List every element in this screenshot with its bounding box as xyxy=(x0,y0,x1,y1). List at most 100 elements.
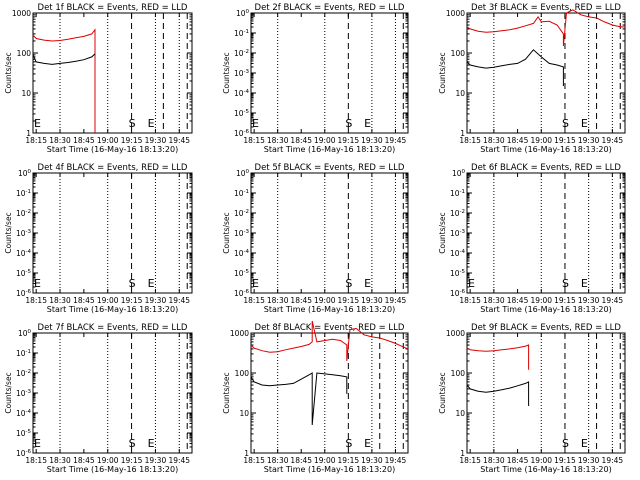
x-tick-label: 19:00 xyxy=(314,296,336,305)
x-tick-label: 19:45 xyxy=(385,296,407,305)
x-tick-label: 18:45 xyxy=(73,136,95,145)
y-tick-label: 10-1 xyxy=(16,189,31,198)
y-tick-label: 10-6 xyxy=(16,449,32,458)
y-tick-label: 10-6 xyxy=(234,129,250,138)
lld-series-line xyxy=(466,344,530,370)
x-tick-label: 19:30 xyxy=(361,456,383,465)
plot-frame xyxy=(466,172,626,294)
start-marker-label: S xyxy=(129,117,136,130)
panel-title: Det 7f BLACK = Events, RED = LLD xyxy=(38,323,188,333)
y-tick-label: 100 xyxy=(235,369,250,378)
x-tick-label: 19:30 xyxy=(145,456,167,465)
y-tick-label: 10 xyxy=(455,409,465,418)
x-tick-label: 19:15 xyxy=(554,296,576,305)
x-tick-label: 19:15 xyxy=(554,456,576,465)
y-tick-label: 10-6 xyxy=(450,289,466,298)
end-marker-label: E xyxy=(148,277,155,290)
plot-frame xyxy=(32,172,193,294)
panel-title: Det 8f BLACK = Events, RED = LLD xyxy=(255,323,405,333)
y-tick-label: 1 xyxy=(244,449,249,458)
y-tick-label: 10-3 xyxy=(234,229,250,238)
end-marker-label: E xyxy=(364,117,371,130)
y-tick-label: 10-6 xyxy=(234,289,250,298)
y-tick-label: 10-1 xyxy=(234,29,249,38)
start-marker-label: S xyxy=(562,277,569,290)
x-tick-label: 19:45 xyxy=(168,136,190,145)
y-tick-label: 10-4 xyxy=(16,409,32,418)
y-axis-label: Counts/sec xyxy=(4,372,13,413)
y-tick-label: 10-1 xyxy=(16,349,31,358)
x-axis-label: Start Time (16-May-16 18:13:20) xyxy=(47,145,178,154)
x-tick-label: 18:45 xyxy=(73,456,95,465)
events-series-line xyxy=(32,53,96,65)
x-tick-label: 18:15 xyxy=(243,136,265,145)
x-axis-label: Start Time (16-May-16 18:13:20) xyxy=(480,465,611,474)
y-tick-label: 10 xyxy=(21,89,31,98)
x-tick-label: 19:00 xyxy=(314,136,336,145)
plot-frame xyxy=(250,12,409,134)
y-tick-label: 1000 xyxy=(230,329,249,338)
x-tick-label: 19:45 xyxy=(385,456,407,465)
x-axis-label: Start Time (16-May-16 18:13:20) xyxy=(480,305,611,314)
x-tick-label: 19:30 xyxy=(361,296,383,305)
end-marker-label: E xyxy=(468,277,475,290)
y-tick-label: 1 xyxy=(460,129,465,138)
x-tick-label: 18:15 xyxy=(25,456,47,465)
y-tick-label: 100 xyxy=(236,169,250,178)
end-marker-label: E xyxy=(364,277,371,290)
x-tick-label: 18:45 xyxy=(507,296,529,305)
x-axis-label: Start Time (16-May-16 18:13:20) xyxy=(480,145,611,154)
x-tick-label: 18:30 xyxy=(483,136,505,145)
x-axis-label: Start Time (16-May-16 18:13:20) xyxy=(47,305,178,314)
y-tick-label: 100 xyxy=(236,9,250,18)
start-marker-label: S xyxy=(129,437,136,450)
x-tick-label: 18:30 xyxy=(267,296,289,305)
y-tick-label: 10-3 xyxy=(234,69,250,78)
x-tick-label: 18:30 xyxy=(49,136,71,145)
lld-series-line xyxy=(466,9,625,47)
x-axis-label: Start Time (16-May-16 18:13:20) xyxy=(47,465,178,474)
panel-title: Det 3f BLACK = Events, RED = LLD xyxy=(471,3,621,13)
y-tick-label: 10-5 xyxy=(16,269,32,278)
y-axis-label: Counts/sec xyxy=(222,212,231,253)
x-tick-label: 19:00 xyxy=(530,296,552,305)
y-tick-label: 10-5 xyxy=(16,429,32,438)
x-tick-label: 18:45 xyxy=(73,296,95,305)
x-tick-label: 19:30 xyxy=(578,136,600,145)
panel-title: Det 2f BLACK = Events, RED = LLD xyxy=(255,3,405,13)
x-tick-label: 19:30 xyxy=(578,456,600,465)
x-tick-label: 18:15 xyxy=(459,136,481,145)
x-tick-label: 19:30 xyxy=(578,296,600,305)
x-tick-label: 18:30 xyxy=(267,136,289,145)
x-tick-label: 19:00 xyxy=(97,296,119,305)
y-tick-label: 10-3 xyxy=(16,389,32,398)
y-axis-label: Counts/sec xyxy=(438,52,447,93)
start-marker-label: S xyxy=(562,437,569,450)
x-tick-label: 19:00 xyxy=(314,456,336,465)
end-marker-label: E xyxy=(581,437,588,450)
x-tick-label: 18:15 xyxy=(243,296,265,305)
x-tick-label: 18:45 xyxy=(507,136,529,145)
y-tick-label: 10 xyxy=(239,409,249,418)
plot-frame xyxy=(250,332,409,454)
y-tick-label: 10-4 xyxy=(234,249,250,258)
end-marker-label: E xyxy=(581,117,588,130)
y-tick-label: 10-2 xyxy=(16,209,31,218)
y-tick-label: 10-2 xyxy=(450,209,465,218)
x-tick-label: 19:15 xyxy=(121,456,143,465)
x-tick-label: 19:45 xyxy=(602,456,624,465)
y-axis-label: Counts/sec xyxy=(4,212,13,253)
x-tick-label: 18:15 xyxy=(25,296,47,305)
y-tick-label: 10-4 xyxy=(234,89,250,98)
x-tick-label: 19:30 xyxy=(361,136,383,145)
x-tick-label: 19:00 xyxy=(97,456,119,465)
y-axis-label: Counts/sec xyxy=(222,52,231,93)
x-tick-label: 19:45 xyxy=(385,136,407,145)
y-tick-label: 10-1 xyxy=(234,189,249,198)
start-marker-label: S xyxy=(345,277,352,290)
end-marker-label: E xyxy=(581,277,588,290)
y-tick-label: 10-3 xyxy=(450,229,466,238)
x-tick-label: 19:30 xyxy=(145,136,167,145)
y-tick-label: 10-2 xyxy=(16,369,31,378)
y-tick-label: 1 xyxy=(26,129,31,138)
